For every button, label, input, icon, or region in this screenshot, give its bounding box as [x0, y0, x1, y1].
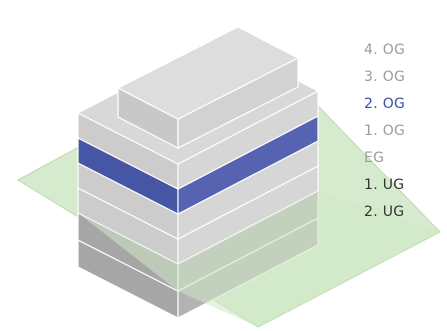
floor-label-1-og[interactable]: 1. OG	[364, 123, 406, 139]
floor-label-1-ug[interactable]: 1. UG	[364, 177, 405, 193]
floor-block-4-og[interactable]	[116, 26, 300, 149]
floor-label-2-og[interactable]: 2. OG	[364, 96, 406, 112]
floor-label-4-og[interactable]: 4. OG	[364, 42, 406, 58]
ground-plane-front	[78, 191, 440, 327]
floor-label-eg[interactable]: EG	[364, 150, 385, 166]
floor-label-2-ug[interactable]: 2. UG	[364, 204, 405, 220]
floor-label-3-og[interactable]: 3. OG	[364, 69, 406, 85]
